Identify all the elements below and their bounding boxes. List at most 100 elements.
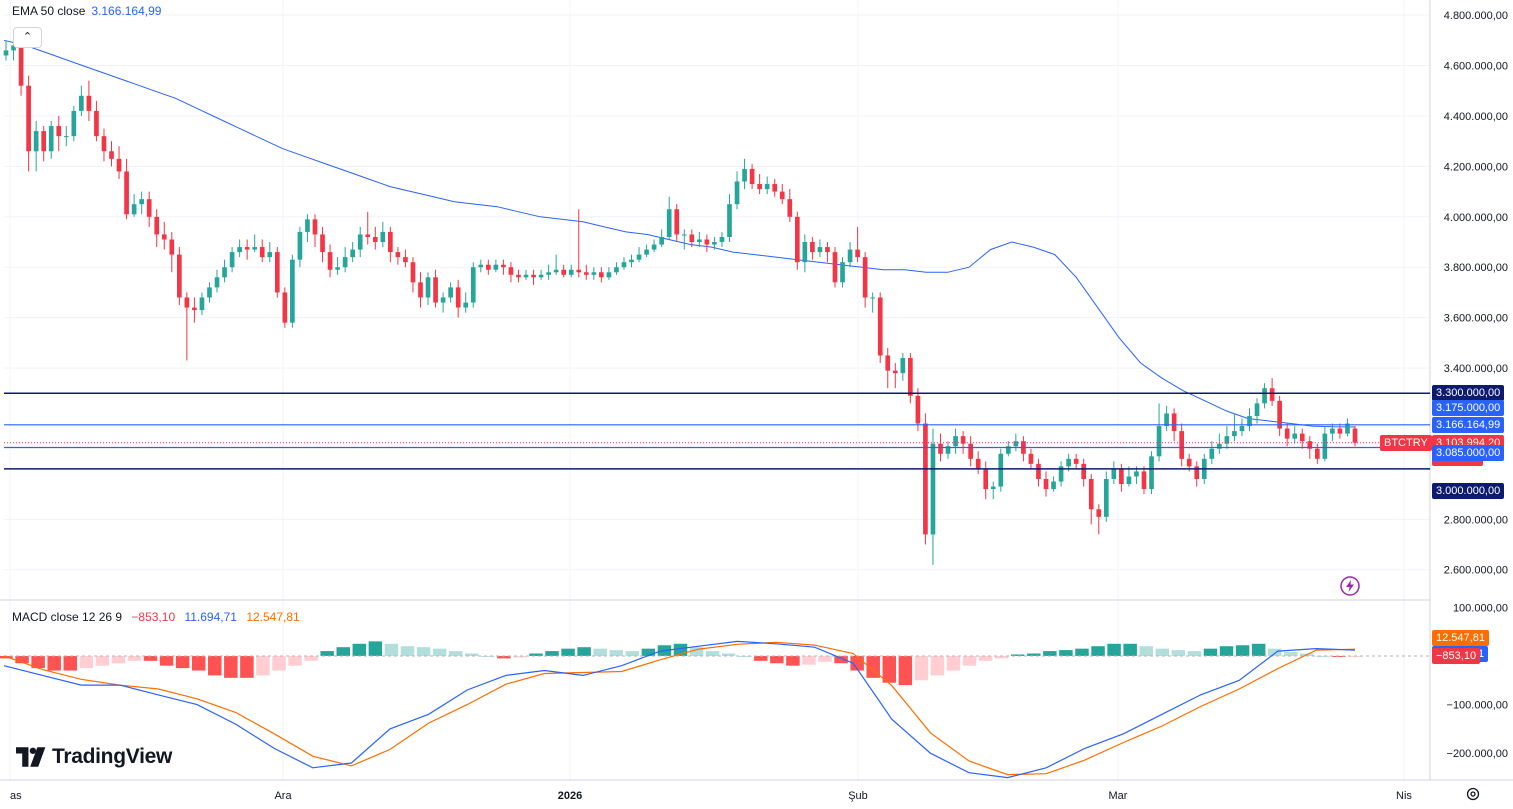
macd-legend-label: MACD close 12 26 9 (12, 610, 123, 624)
candle-body (372, 236, 378, 243)
candle-body (1036, 463, 1041, 479)
candle-body (485, 264, 491, 270)
candle-body (244, 247, 250, 250)
macd-legend-line: 11.694,71 (184, 610, 237, 624)
candle-body (169, 239, 175, 255)
candle-body (305, 219, 310, 232)
candle-body (764, 184, 770, 190)
candle-body (877, 297, 883, 356)
macd-histogram-bar (1203, 648, 1218, 656)
candle-body (1254, 403, 1260, 416)
candle-body (1345, 423, 1350, 434)
candlestick-series (3, 35, 1358, 565)
tradingview-wordmark: TradingView (52, 745, 173, 768)
candle-body (576, 269, 582, 273)
candle-body (644, 249, 649, 255)
macd-histogram-bar (770, 655, 784, 664)
candle-body (915, 395, 921, 424)
symbol-label[interactable]: BTCTRY (1380, 434, 1432, 451)
macd-histogram-bar (930, 655, 945, 676)
ema-price-label[interactable]: 3.166.164,99 (1432, 416, 1505, 433)
macd-legend[interactable]: MACD close 12 26 9 −853,10 11.694,71 12.… (12, 610, 300, 624)
level-3175000-label[interactable]: 3.175.000,00 (1432, 400, 1505, 417)
macd-histogram-bar (577, 647, 591, 656)
macd-histogram-bar (1043, 651, 1057, 656)
candle-body (290, 259, 295, 323)
candle-body (455, 287, 461, 308)
price-axis-tick-label: 4.000.000,00 (1444, 212, 1508, 224)
candle-body (1239, 426, 1245, 432)
macd-histogram-bar (609, 650, 624, 656)
macd-histogram-bar (175, 655, 190, 669)
macd-histogram-bar (1235, 645, 1250, 656)
settings-gear-icon[interactable] (1466, 787, 1480, 801)
candle-body (870, 297, 876, 299)
level-3300000-label[interactable]: 3.300.000,00 (1432, 385, 1505, 402)
level-3000000-label[interactable]: 3.000.000,00 (1432, 482, 1505, 499)
candle-body (1096, 509, 1102, 517)
macd-histogram-bar (1316, 655, 1330, 657)
macd-axis-tick-label: −100.000,00 (1447, 700, 1508, 712)
candle-body (531, 274, 536, 278)
candle-body (501, 264, 506, 268)
macd-histogram-bar (1267, 648, 1282, 656)
macd-histogram-bar (352, 643, 367, 656)
candle-body (1217, 443, 1222, 449)
candle-body (267, 252, 273, 258)
candle-body (1262, 388, 1267, 404)
candle-body (990, 486, 996, 490)
macd-histogram-bar (79, 655, 94, 669)
candle-body (26, 85, 31, 152)
macd-histogram-bar (962, 655, 977, 666)
candle-body (749, 168, 755, 185)
macd-histogram-bar (368, 641, 383, 656)
horizontal-levels[interactable] (4, 392, 1430, 470)
price-axis[interactable]: 4.800.000,00 4.600.000,00 4.400.000,00 4.20… (1444, 10, 1508, 760)
time-axis[interactable]: as Ara 2026 Şub Mar Nis (10, 790, 1412, 802)
candle-body (674, 209, 680, 235)
collapse-indicators-button[interactable]: ⌃ (13, 27, 42, 48)
candle-body (561, 269, 567, 275)
candle-body (953, 436, 958, 447)
candle-body (342, 257, 348, 268)
tradingview-logo[interactable]: TradingView (16, 745, 172, 769)
candle-body (847, 249, 853, 263)
candle-body (810, 242, 815, 253)
macd-histogram-bar (448, 651, 463, 656)
ema-legend[interactable]: EMA 50 close 3.166.164,99 (12, 4, 161, 18)
price-axis-tick-label: 2.800.000,00 (1444, 514, 1508, 526)
candle-body (742, 168, 747, 182)
candle-body (1134, 471, 1139, 477)
candle-body (840, 262, 845, 283)
lightning-icon[interactable] (1340, 576, 1360, 596)
level-3085000-label[interactable]: 3.085.000,00 (1432, 445, 1505, 462)
candle-body (998, 453, 1004, 487)
candle-body (56, 126, 62, 137)
macd-histogram-bar (400, 646, 415, 656)
candle-body (734, 181, 740, 205)
macd-hist-value-label[interactable]: −853,10 (1432, 648, 1481, 665)
macd-histogram-bar (1139, 646, 1153, 656)
macd-histogram-bar (834, 655, 848, 664)
candle-body (606, 272, 612, 278)
candle-body (1005, 446, 1011, 454)
macd-signal-value-label[interactable]: 12.547,81 (1432, 629, 1489, 646)
candle-body (1171, 413, 1177, 432)
time-axis-label: Nis (1396, 790, 1412, 802)
macd-line (3, 640, 1356, 779)
candle-body (681, 234, 687, 236)
candle-body (855, 249, 860, 258)
candle-body (885, 355, 891, 371)
macd-histogram-bar (127, 655, 142, 661)
macd-histogram-bar (15, 655, 29, 664)
candle-body (33, 131, 39, 152)
candle-body (568, 269, 574, 275)
candle-body (297, 231, 303, 260)
macd-histogram-bar (978, 655, 993, 661)
candle-body (591, 272, 597, 275)
macd-histogram-bar (240, 655, 254, 678)
candle-body (418, 282, 423, 298)
candle-body (1194, 466, 1200, 479)
candle-body (1066, 458, 1071, 467)
